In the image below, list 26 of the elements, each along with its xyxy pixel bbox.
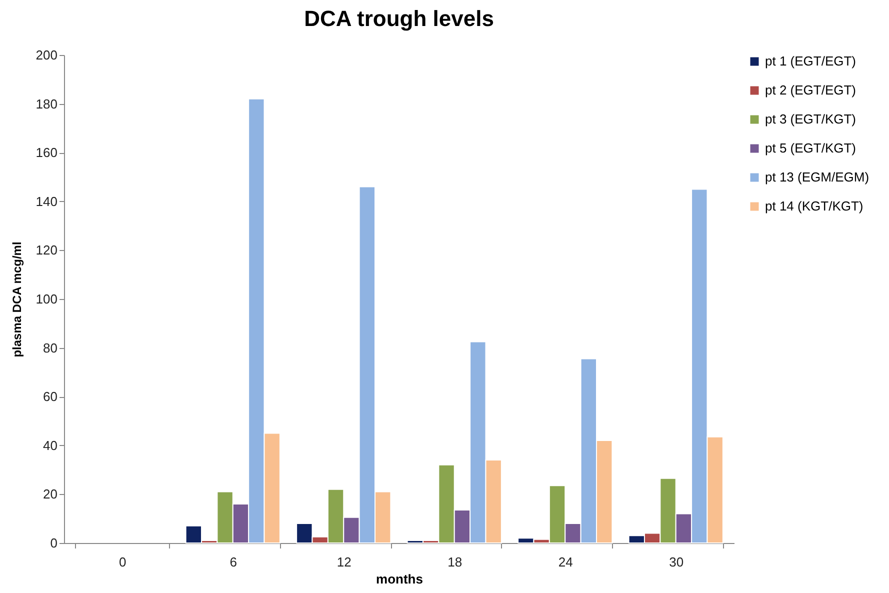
legend-label: pt 13 (EGM/EGM) [765,170,870,184]
x-tick-label: 24 [558,554,573,570]
y-tick-label: 0 [50,536,58,550]
chart-title: DCA trough levels [304,6,494,31]
y-tick-label: 80 [43,340,58,356]
y-tick-label: 40 [43,438,58,453]
x-axis-title: months [376,572,423,586]
legend-label: pt 14 (KGT/KGT) [765,198,864,214]
y-tick-label: 200 [36,48,58,62]
y-tick-label: 60 [43,389,58,404]
legend-label: pt 1 (EGT/EGT) [765,54,856,68]
legend-label: pt 3 (EGT/KGT) [765,112,856,126]
y-tick-label: 120 [36,242,58,258]
y-tick-label: 100 [36,292,58,306]
y-tick-label: 160 [36,145,58,160]
x-tick-label: 6 [230,554,237,570]
y-tick-label: 180 [36,96,58,112]
x-tick-label: 0 [119,554,126,570]
y-tick-label: 20 [43,486,58,502]
legend-label: pt 2 (EGT/EGT) [765,82,856,98]
y-axis-title: plasma DCA mcg/ml [10,242,24,358]
legend-label: pt 5 (EGT/KGT) [765,140,856,156]
x-tick-label: 18 [448,554,462,570]
y-tick-label: 140 [36,194,58,209]
x-tick-label: 30 [669,554,684,570]
x-tick-label: 12 [336,554,352,570]
